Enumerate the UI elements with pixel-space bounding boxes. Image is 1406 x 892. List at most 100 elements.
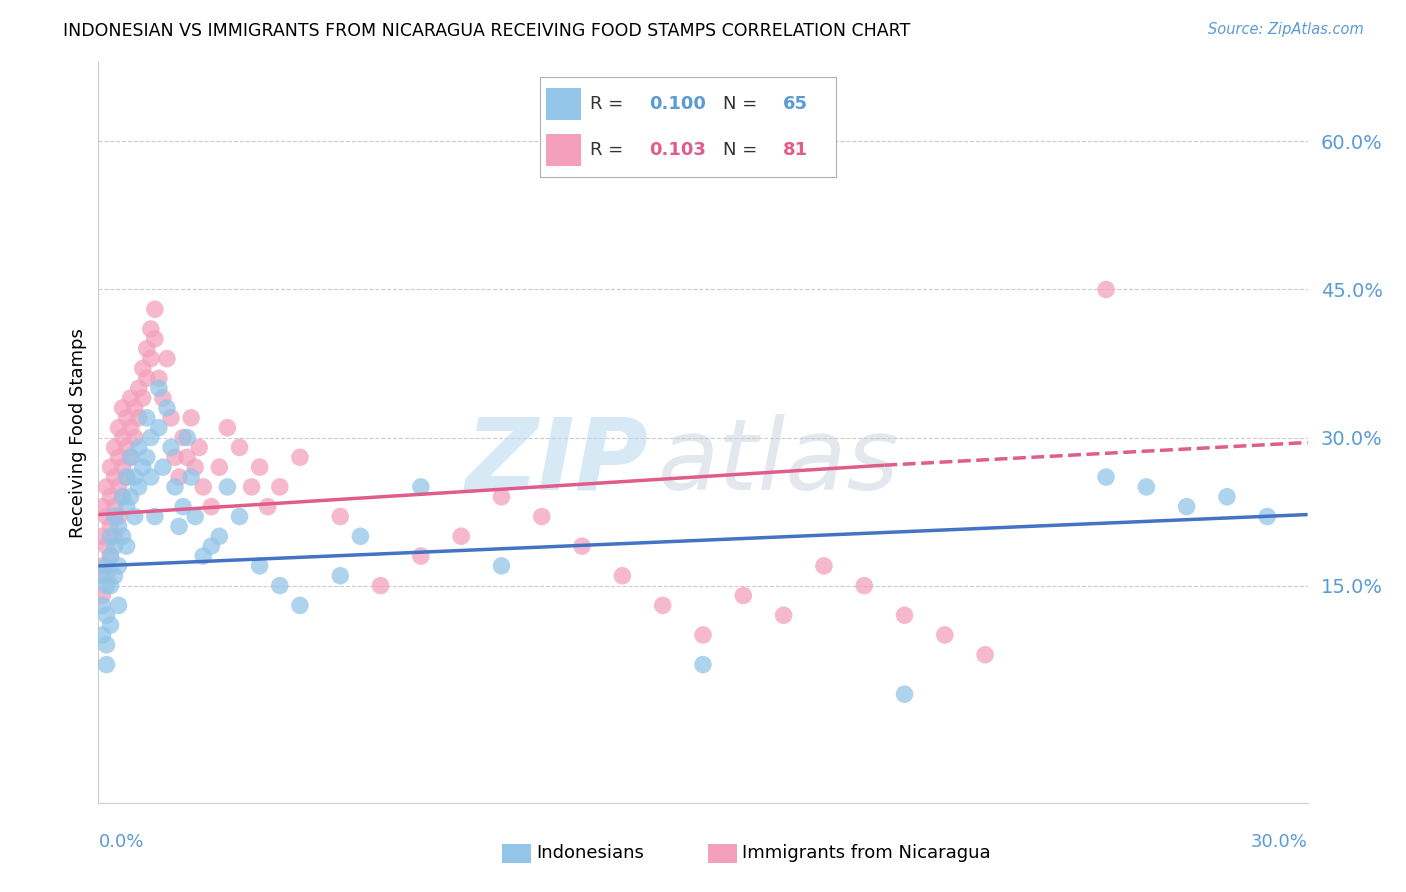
Point [139,322,162,336]
Point [107,420,129,434]
Point [256,500,278,514]
Point [91,529,114,543]
Point [491,490,513,504]
Point [128,410,150,425]
Point [167,519,190,533]
Point [893,608,915,623]
Point [115,470,138,484]
Point [120,420,142,434]
Point [111,460,134,475]
Point [103,568,125,582]
Point [103,441,125,455]
Point [135,450,157,465]
Point [184,460,207,475]
Point [132,460,155,475]
Point [91,500,114,514]
Point [139,431,162,445]
Text: Immigrants from Nicaragua: Immigrants from Nicaragua [742,844,990,863]
Point [160,410,183,425]
Point [135,371,157,385]
Point [100,490,122,504]
Point [96,568,118,582]
Point [156,351,179,366]
Point [143,332,166,346]
Point [200,500,222,514]
Point [772,608,794,623]
Point [409,549,432,563]
FancyBboxPatch shape [707,844,737,863]
Point [111,401,134,415]
Point [172,431,194,445]
Point [128,381,150,395]
Point [167,470,190,484]
Point [96,657,118,672]
Point [370,579,392,593]
Point [107,558,129,573]
Point [100,618,122,632]
Point [135,342,157,356]
Point [249,558,271,573]
Y-axis label: Receiving Food Stamps: Receiving Food Stamps [69,327,87,538]
Point [120,391,142,405]
Point [115,500,138,514]
Point [692,628,714,642]
Point [249,460,271,475]
Point [103,509,125,524]
Text: Indonesians: Indonesians [536,844,644,863]
Point [217,420,239,434]
Point [491,558,513,573]
Point [160,441,183,455]
Point [128,441,150,455]
Point [124,509,146,524]
FancyBboxPatch shape [502,844,531,863]
Point [530,509,553,524]
Point [180,410,202,425]
Point [139,351,162,366]
Point [132,391,155,405]
Text: Source: ZipAtlas.com: Source: ZipAtlas.com [1208,22,1364,37]
Point [193,549,215,563]
Point [91,599,114,613]
Point [111,431,134,445]
Point [115,470,138,484]
Point [115,539,138,553]
Point [107,509,129,524]
Point [228,509,250,524]
Point [152,460,174,475]
Point [143,302,166,317]
Point [107,599,129,613]
Point [111,490,134,504]
Point [91,589,114,603]
Point [269,480,291,494]
Point [200,539,222,553]
Point [100,529,122,543]
Point [91,568,114,582]
Point [124,431,146,445]
Point [1135,480,1157,494]
Point [111,529,134,543]
Point [103,529,125,543]
Point [1095,283,1118,297]
Point [188,441,211,455]
Point [288,599,311,613]
Point [1216,490,1239,504]
Point [208,460,231,475]
Point [329,568,352,582]
Point [172,500,194,514]
Text: 0.0%: 0.0% [98,833,143,851]
Point [1175,500,1198,514]
Point [100,519,122,533]
Point [96,539,118,553]
Point [148,381,170,395]
Point [692,657,714,672]
Text: ZIP: ZIP [465,414,648,511]
Point [651,599,673,613]
Point [139,470,162,484]
Point [329,509,352,524]
Point [100,579,122,593]
Point [96,480,118,494]
Point [813,558,835,573]
Point [180,470,202,484]
Point [193,480,215,494]
Point [124,470,146,484]
